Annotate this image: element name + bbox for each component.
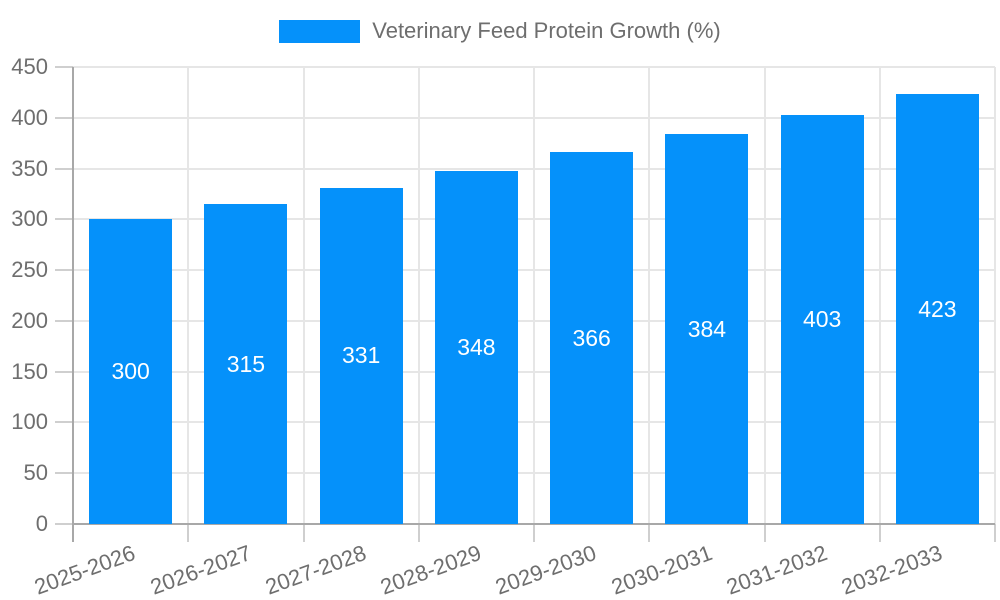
bar-value-label: 348 [457, 333, 496, 360]
x-axis-tick-label: 2031-2032 [722, 540, 831, 600]
y-tick [55, 269, 73, 272]
y-axis-tick-label: 350 [11, 155, 48, 181]
x-gridline [417, 67, 420, 524]
x-axis-tick-label: 2026-2027 [146, 540, 255, 600]
bar-value-label: 300 [111, 358, 150, 385]
y-axis-tick-label: 100 [11, 409, 48, 435]
bar-value-label: 384 [687, 315, 727, 342]
legend-swatch [279, 19, 361, 43]
bar[interactable]: 366 [550, 152, 634, 524]
x-tick [763, 524, 766, 542]
y-tick [55, 218, 73, 221]
y-axis-tick-label: 300 [11, 206, 48, 232]
y-axis-tick-label: 200 [11, 307, 48, 333]
y-tick [55, 523, 73, 525]
x-axis-tick-label: 2029-2030 [492, 540, 600, 600]
bar[interactable]: 331 [319, 187, 403, 524]
legend-label: Veterinary Feed Protein Growth (%) [372, 18, 721, 43]
x-tick [302, 524, 305, 542]
x-tick [533, 524, 535, 542]
y-tick [55, 319, 73, 322]
x-gridline [994, 67, 996, 524]
x-gridline [187, 67, 190, 524]
bar[interactable]: 300 [89, 219, 173, 524]
bar[interactable]: 423 [895, 94, 979, 524]
x-tick [878, 524, 881, 542]
x-gridline [878, 67, 881, 524]
y-axis-tick-label: 50 [23, 460, 48, 486]
y-axis-tick-label: 250 [11, 257, 48, 283]
x-gridline [763, 67, 766, 524]
bar[interactable]: 403 [780, 114, 864, 524]
x-axis-tick-label: 2025-2026 [31, 540, 139, 600]
x-tick [417, 524, 420, 542]
bar-value-label: 331 [341, 342, 381, 369]
bar[interactable]: 348 [434, 170, 518, 524]
y-tick [55, 167, 73, 170]
y-tick [55, 421, 73, 424]
x-gridline [302, 67, 305, 524]
bar-value-label: 366 [572, 324, 611, 351]
x-axis-tick-label: 2027-2028 [261, 540, 370, 600]
x-tick [187, 524, 190, 542]
y-axis-tick-label: 150 [11, 358, 48, 384]
bar-value-label: 315 [226, 350, 266, 377]
y-axis-tick-label: 400 [11, 104, 48, 130]
bar-value-label: 423 [918, 295, 957, 322]
y-tick [55, 370, 73, 373]
x-axis-tick-label: 2030-2031 [607, 540, 716, 600]
y-axis-tick-label: 0 [35, 511, 48, 536]
y-tick [55, 472, 73, 475]
bar[interactable]: 384 [665, 134, 749, 524]
chart-legend[interactable]: Veterinary Feed Protein Growth (%) [0, 18, 1000, 44]
x-axis-tick-label: 2032-2033 [838, 540, 946, 600]
x-gridline [648, 67, 651, 524]
x-axis-tick-label: 2028-2029 [377, 540, 485, 600]
bar-value-label: 403 [802, 305, 842, 332]
bar[interactable]: 315 [204, 204, 288, 524]
x-tick [648, 524, 651, 542]
y-tick [55, 66, 73, 68]
x-gridline [533, 67, 535, 524]
x-tick [994, 524, 996, 542]
y-axis-line [72, 67, 74, 542]
x-axis-line [73, 523, 995, 525]
y-tick [55, 116, 73, 119]
y-axis-tick-label: 450 [11, 54, 48, 79]
